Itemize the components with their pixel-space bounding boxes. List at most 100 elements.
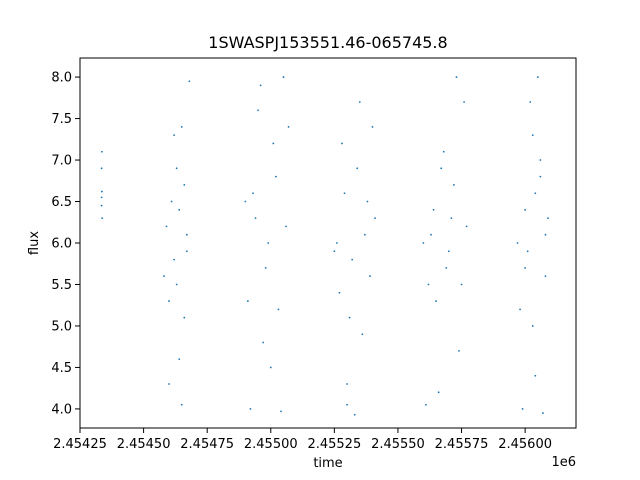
- data-point: [178, 208, 181, 211]
- data-point: [531, 134, 534, 137]
- data-point: [338, 291, 341, 294]
- data-point: [100, 204, 103, 207]
- data-point: [547, 217, 549, 220]
- data-point: [282, 76, 285, 78]
- data-point: [458, 349, 460, 352]
- data-point: [450, 217, 453, 220]
- x-tick-label: 2.45425: [53, 437, 107, 452]
- y-axis-label: flux: [27, 231, 42, 255]
- data-point: [544, 275, 547, 278]
- data-point: [363, 233, 366, 236]
- y-tick-label: 4.5: [51, 361, 72, 376]
- data-point: [252, 192, 254, 195]
- x-tick-label: 2.45450: [117, 437, 171, 452]
- data-point: [524, 208, 527, 211]
- data-point: [173, 134, 176, 137]
- y-tick-label: 7.5: [51, 112, 72, 127]
- x-tick-label: 2.45575: [435, 437, 489, 452]
- data-point: [353, 413, 356, 416]
- data-point: [272, 142, 275, 145]
- data-point: [361, 333, 364, 336]
- data-point: [168, 300, 170, 302]
- data-point: [185, 233, 188, 236]
- data-point: [453, 184, 455, 186]
- data-point: [445, 266, 448, 269]
- data-point: [346, 383, 348, 385]
- data-point: [348, 316, 351, 319]
- y-tick-label: 5.0: [51, 319, 72, 334]
- data-point: [542, 412, 544, 414]
- data-point: [463, 101, 465, 103]
- data-point: [341, 142, 343, 145]
- data-point: [267, 242, 270, 244]
- scatter-points: [100, 76, 549, 416]
- y-axis-ticks: 4.0 4.5 5.0 5.5 6.0 6.5 7.0 7.5 8.0: [51, 71, 80, 417]
- data-point: [180, 125, 183, 128]
- data-point: [287, 125, 290, 128]
- data-point: [257, 109, 259, 112]
- data-point: [427, 283, 430, 286]
- chart-title: 1SWASPJ153551.46-065745.8: [208, 33, 447, 52]
- y-tick-label: 6.0: [51, 237, 72, 252]
- data-point: [336, 242, 338, 244]
- data-point: [366, 200, 369, 203]
- y-tick-label: 6.5: [51, 195, 72, 210]
- data-point: [274, 175, 277, 178]
- data-point: [358, 101, 361, 103]
- y-tick-label: 4.0: [51, 402, 72, 417]
- data-point: [244, 200, 247, 203]
- data-point: [432, 208, 435, 211]
- y-tick-label: 8.0: [51, 71, 72, 86]
- data-point: [246, 300, 249, 302]
- data-point: [183, 184, 186, 186]
- data-point: [175, 167, 178, 170]
- data-point: [165, 225, 168, 228]
- data-point: [100, 167, 103, 170]
- data-point: [280, 410, 282, 413]
- data-point: [163, 275, 165, 278]
- data-point: [175, 283, 178, 286]
- data-point: [455, 76, 458, 78]
- data-point: [188, 80, 191, 83]
- data-point: [269, 366, 272, 369]
- data-point: [539, 175, 542, 178]
- data-point: [180, 403, 183, 406]
- data-point: [524, 266, 527, 269]
- data-point: [262, 341, 265, 344]
- data-point: [100, 190, 103, 193]
- y-tick-label: 5.5: [51, 278, 72, 293]
- data-point: [519, 308, 521, 311]
- data-point: [249, 408, 252, 410]
- data-point: [534, 374, 537, 377]
- data-point: [534, 192, 537, 195]
- data-point: [277, 308, 280, 311]
- y-tick-label: 7.0: [51, 154, 72, 169]
- data-point: [100, 150, 103, 153]
- data-point: [442, 150, 445, 153]
- data-point: [526, 250, 529, 253]
- data-point: [531, 325, 534, 327]
- data-point: [430, 233, 432, 236]
- data-point: [460, 283, 463, 286]
- data-point: [539, 159, 542, 161]
- data-point: [422, 242, 425, 244]
- data-point: [259, 84, 262, 87]
- data-point: [178, 358, 181, 361]
- x-tick-label: 2.45525: [307, 437, 361, 452]
- data-point: [516, 242, 519, 244]
- data-point: [356, 167, 359, 170]
- data-point: [285, 225, 287, 228]
- data-point: [425, 403, 427, 406]
- data-point: [343, 192, 346, 195]
- x-tick-label: 2.45550: [371, 437, 425, 452]
- x-tick-label: 2.45600: [498, 437, 552, 452]
- data-point: [447, 250, 450, 253]
- data-point: [170, 200, 173, 203]
- x-axis-label: time: [313, 456, 342, 471]
- data-point: [168, 383, 170, 385]
- data-point: [264, 266, 267, 269]
- data-point: [544, 233, 547, 236]
- data-point: [529, 101, 532, 103]
- x-tick-label: 2.45475: [180, 437, 234, 452]
